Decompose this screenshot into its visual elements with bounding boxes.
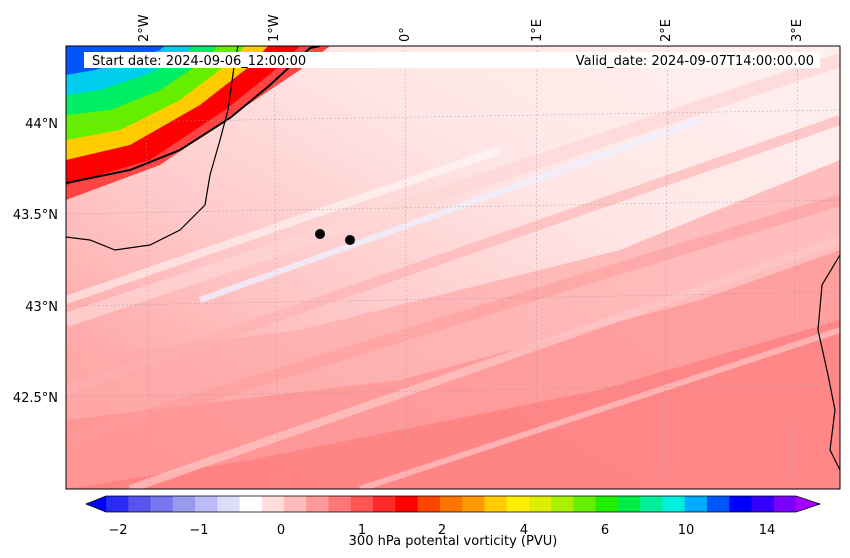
colorbar-tick: 14 xyxy=(759,523,776,538)
map-field xyxy=(66,46,840,489)
colorbar-segment xyxy=(128,496,152,512)
colorbar-segment xyxy=(172,496,196,512)
lon-label: 0° xyxy=(398,27,413,42)
colorbar-segment xyxy=(306,496,330,512)
colorbar-segment xyxy=(328,496,352,512)
colorbar-segment xyxy=(417,496,441,512)
colorbar-segment xyxy=(217,496,241,512)
date-banner xyxy=(84,52,820,68)
lon-label: 3°E xyxy=(790,19,805,42)
marker-point-a xyxy=(315,229,325,239)
colorbar xyxy=(84,495,822,513)
colorbar-extend-high xyxy=(796,496,820,512)
colorbar-segment xyxy=(373,496,396,512)
colorbar-ticks: −2 −1 0 1 2 4 6 10 14 xyxy=(108,523,775,538)
colorbar-segment xyxy=(439,496,463,512)
colorbar-segment xyxy=(528,496,552,512)
lon-label: 1°W xyxy=(267,14,282,42)
colorbar-segment xyxy=(751,496,775,512)
colorbar-segment xyxy=(595,496,619,512)
lat-label: 43°N xyxy=(25,300,58,315)
colorbar-segment xyxy=(261,496,285,512)
colorbar-segment xyxy=(106,496,129,512)
lat-label: 42.5°N xyxy=(13,391,58,406)
colorbar-tick: 0 xyxy=(277,523,285,538)
colorbar-segment xyxy=(239,496,263,512)
map-frame xyxy=(65,45,841,490)
valid-date-label: Valid_date: 2024-09-07T14:00:00.00 xyxy=(576,54,814,69)
colorbar-tick: 4 xyxy=(520,523,528,538)
colorbar-segment xyxy=(640,496,663,512)
longitude-labels: 2°W 1°W 0° 1°E 2°E 3°E xyxy=(137,14,805,42)
colorbar-segment xyxy=(662,496,686,512)
colorbar-tick: 6 xyxy=(601,523,609,538)
colorbar-tick: 10 xyxy=(678,523,695,538)
colorbar-segment xyxy=(462,496,485,512)
lon-label: 1°E xyxy=(530,19,545,42)
colorbar-segment xyxy=(484,496,508,512)
colorbar-label: 300 hPa potental vorticity (PVU) xyxy=(349,534,558,549)
colorbar-segment xyxy=(617,496,641,512)
lat-label: 43.5°N xyxy=(13,208,58,223)
colorbar-segment xyxy=(706,496,730,512)
lat-label: 44°N xyxy=(25,117,58,132)
colorbar-segment xyxy=(506,496,530,512)
colorbar-segment xyxy=(573,496,597,512)
colorbar-tick: 1 xyxy=(358,523,366,538)
colorbar-segment xyxy=(395,496,419,512)
colorbar-segment xyxy=(195,496,218,512)
colorbar-tick: 2 xyxy=(438,523,446,538)
lon-label: 2°W xyxy=(137,14,152,42)
latitude-labels: 44°N 43.5°N 43°N 42.5°N xyxy=(13,117,58,406)
colorbar-tick: −2 xyxy=(108,523,127,538)
colorbar-segment xyxy=(551,496,574,512)
colorbar-segment xyxy=(773,496,797,512)
colorbar-tick: −1 xyxy=(189,523,208,538)
start-date-label: Start date: 2024-09-06_12:00:00 xyxy=(92,54,306,69)
colorbar-segment xyxy=(684,496,708,512)
colorbar-segment xyxy=(350,496,374,512)
colorbar-segment xyxy=(150,496,174,512)
colorbar-outline xyxy=(84,495,822,513)
colorbar-segment xyxy=(284,496,307,512)
lon-label: 2°E xyxy=(659,19,674,42)
colorbar-segment xyxy=(729,496,752,512)
marker-point-b xyxy=(345,235,355,245)
colorbar-extend-low xyxy=(86,496,106,512)
